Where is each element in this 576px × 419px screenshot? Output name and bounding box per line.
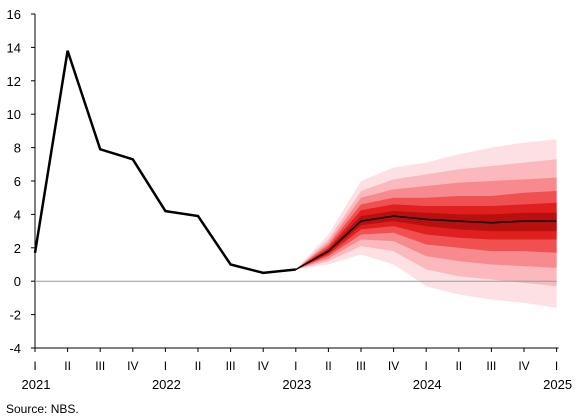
x-quarter-label: IV (258, 359, 269, 373)
x-quarter-label: III (356, 359, 366, 373)
x-year-label: 2024 (413, 377, 442, 392)
y-tick-label: 0 (14, 274, 21, 289)
x-quarter-label: IV (518, 359, 529, 373)
y-tick-label: -4 (9, 341, 21, 356)
x-quarter-label: II (455, 359, 462, 373)
x-quarter-label: II (64, 359, 71, 373)
x-quarter-label: II (195, 359, 202, 373)
x-year-label: 2022 (152, 377, 181, 392)
x-year-label: 2023 (282, 377, 311, 392)
fan-band-6 (295, 211, 557, 270)
x-quarter-label: III (226, 359, 236, 373)
central-lines (33, 50, 557, 275)
x-quarter-label: II (325, 359, 332, 373)
forecast-central-line (295, 215, 557, 271)
x-quarter-label: IV (127, 359, 138, 373)
y-tick-label: 16 (7, 7, 21, 22)
x-quarter-label: III (95, 359, 105, 373)
x-quarter-label: IV (388, 359, 399, 373)
fan-bands (295, 139, 557, 308)
x-year-label: 2025 (543, 377, 572, 392)
y-tick-label: 8 (14, 141, 21, 156)
x-quarter-label: I (425, 359, 428, 373)
x-quarter-label: I (294, 359, 297, 373)
y-tick-label: 12 (7, 74, 21, 89)
x-quarter-label: I (164, 359, 167, 373)
axes (31, 13, 559, 352)
y-tick-label: 14 (7, 40, 21, 55)
y-tick-label: 6 (14, 174, 21, 189)
actual-line (33, 50, 296, 275)
y-tick-labels: -4 -2 0 2 4 6 8 10 12 14 16 (7, 7, 21, 356)
y-tick-label: 4 (14, 207, 21, 222)
source-note: Source: NBS. (6, 402, 79, 416)
y-tick-label: 10 (7, 107, 21, 122)
y-tick-label: 2 (14, 241, 21, 256)
y-tick-label: -2 (9, 308, 21, 323)
x-quarter-label: I (555, 359, 558, 373)
x-quarter-label: I (33, 359, 36, 373)
x-year-label: 2021 (22, 377, 51, 392)
x-quarter-label: III (486, 359, 496, 373)
